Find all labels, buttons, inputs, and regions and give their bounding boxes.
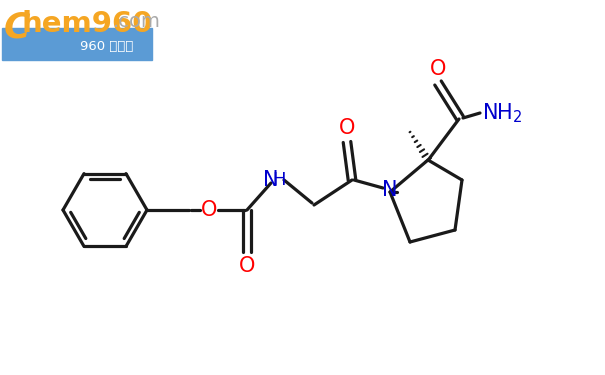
Text: H: H — [272, 171, 286, 189]
Text: .com: .com — [113, 12, 161, 31]
Bar — [2, 28, 152, 60]
Text: O: O — [239, 256, 255, 276]
Text: 960 化工网: 960 化工网 — [80, 40, 133, 53]
Text: O: O — [339, 118, 355, 138]
Text: O: O — [201, 200, 217, 220]
Text: N: N — [263, 170, 279, 190]
Text: hem960: hem960 — [22, 10, 154, 38]
Text: NH$_2$: NH$_2$ — [482, 101, 522, 125]
Text: N: N — [382, 180, 397, 200]
Text: C: C — [4, 10, 30, 44]
Text: O: O — [430, 59, 446, 79]
